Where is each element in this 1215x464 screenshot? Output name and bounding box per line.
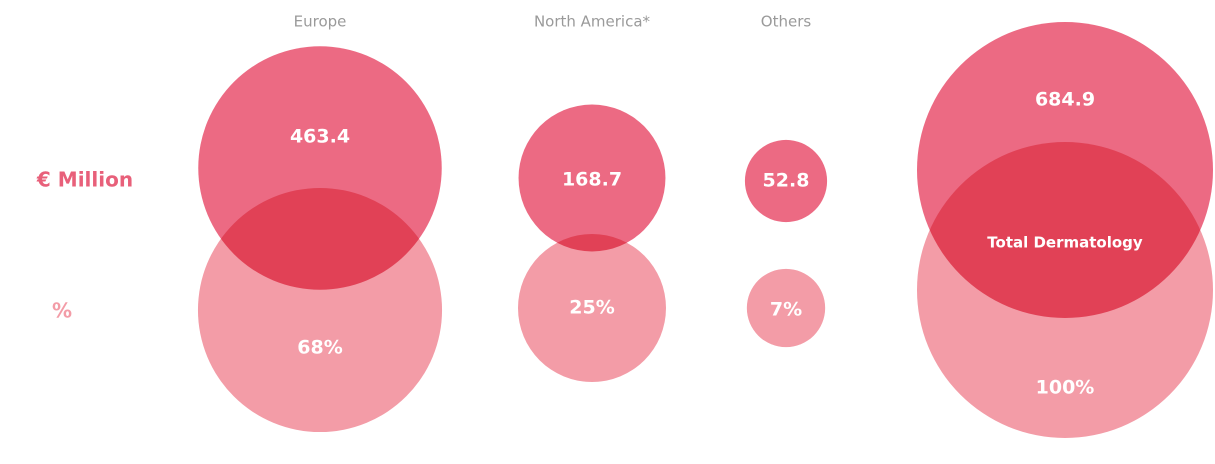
value-label: 463.4 [290,126,350,148]
row-label: € Million [36,168,133,192]
column-header: Europe [294,13,347,31]
annotation: Total Dermatology [987,234,1143,252]
value-label: 684.9 [1035,89,1095,111]
value-bubble [744,139,828,223]
percent-label: 100% [1036,377,1095,399]
row-label: % [52,299,72,323]
value-bubble [917,22,1213,318]
value-bubble [518,104,666,252]
percent-bubble [518,234,666,382]
percent-label: 7% [770,299,802,321]
value-bubble [198,46,442,290]
column-header: North America* [534,13,651,31]
percent-bubble [746,268,826,348]
value-label: 52.8 [763,170,810,192]
column-header: Others [761,13,812,31]
percent-label: 25% [569,297,614,319]
percent-label: 68% [297,337,342,359]
value-label: 168.7 [562,169,622,191]
